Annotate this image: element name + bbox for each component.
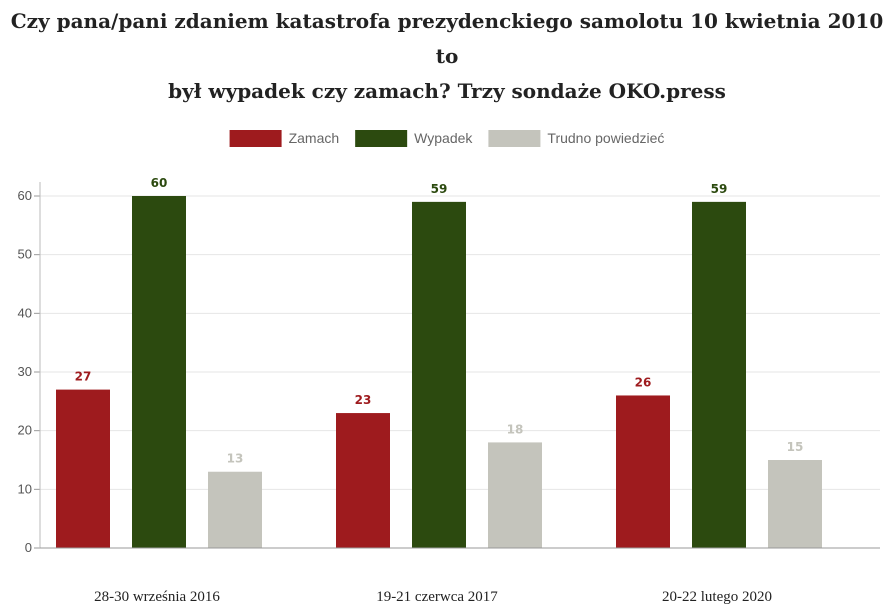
legend-label-trudno-powiedziec: Trudno powiedzieć xyxy=(547,130,664,146)
chart-title: Czy pana/pani zdaniem katastrofa prezyde… xyxy=(0,4,894,109)
legend-swatch-zamach xyxy=(229,130,282,147)
data-label-trudno-powiedziec-2: 18 xyxy=(507,422,524,436)
y-tick-label-60: 60 xyxy=(18,188,32,203)
bar-zamach-1 xyxy=(56,389,110,548)
bar-wypadek-2 xyxy=(412,201,466,548)
bar-wypadek-3 xyxy=(692,201,746,548)
y-tick-label-20: 20 xyxy=(18,423,32,438)
y-axis: 0 10 20 30 40 50 60 xyxy=(18,182,41,555)
legend-swatch-wypadek xyxy=(355,130,408,147)
y-tick-label-10: 10 xyxy=(18,481,32,496)
bar-wypadek-1 xyxy=(132,196,186,548)
y-tick-label-30: 30 xyxy=(18,364,32,379)
bar-zamach-3 xyxy=(616,395,670,548)
bar-trudno-powiedziec-2 xyxy=(488,442,542,548)
bars xyxy=(56,196,822,548)
bar-zamach-2 xyxy=(336,413,390,548)
legend: Zamach Wypadek Trudno powiedzieć xyxy=(229,130,664,147)
y-tick-label-40: 40 xyxy=(18,305,32,320)
x-axis: 28-30 września 2016 19-21 czerwca 2017 20-… xyxy=(40,547,880,605)
x-category-label-3: 20-22 lutego 2020 xyxy=(662,589,772,605)
y-tick-label-50: 50 xyxy=(18,247,32,262)
x-category-label-2: 19-21 czerwca 2017 xyxy=(376,589,498,605)
data-label-zamach-1: 27 xyxy=(75,370,92,384)
data-label-zamach-3: 26 xyxy=(635,375,652,389)
y-tick-label-0: 0 xyxy=(25,540,32,555)
data-label-wypadek-2: 59 xyxy=(431,182,448,196)
legend-swatch-trudno-powiedziec xyxy=(488,130,541,147)
data-labels: 27 60 13 23 59 18 26 59 15 xyxy=(75,176,804,466)
legend-label-wypadek: Wypadek xyxy=(414,130,473,146)
chart-title-line-1: Czy pana/pani zdaniem katastrofa prezyde… xyxy=(10,9,884,68)
data-label-wypadek-3: 59 xyxy=(711,182,728,196)
bar-trudno-powiedziec-1 xyxy=(208,471,262,548)
legend-label-zamach: Zamach xyxy=(289,130,340,146)
data-label-trudno-powiedziec-3: 15 xyxy=(787,440,804,454)
chart-title-line-2: był wypadek czy zamach? Trzy sondaże OKO… xyxy=(168,79,726,103)
data-label-trudno-powiedziec-1: 13 xyxy=(227,452,244,466)
x-category-label-1: 28-30 września 2016 xyxy=(94,589,220,605)
data-label-wypadek-1: 60 xyxy=(151,176,168,190)
data-label-zamach-2: 23 xyxy=(355,393,372,407)
bar-trudno-powiedziec-3 xyxy=(768,460,822,548)
